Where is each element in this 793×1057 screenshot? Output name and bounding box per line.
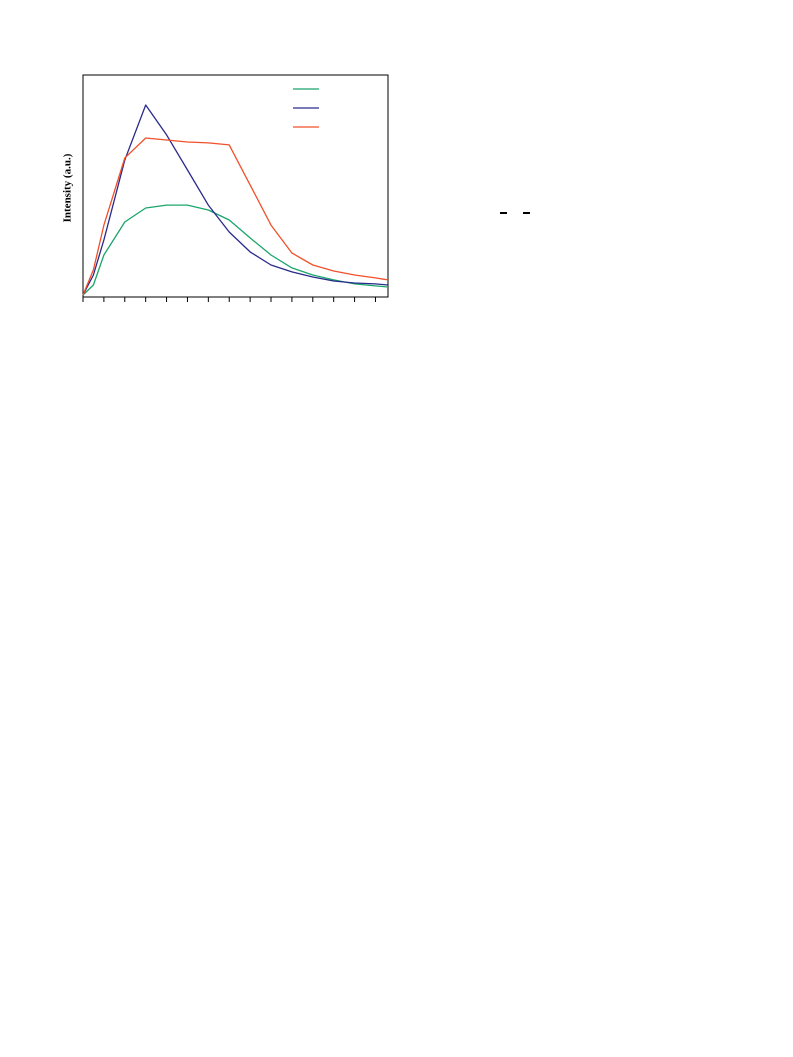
series-line <box>82 137 389 296</box>
y-axis-label: Intensity (a.u.) <box>62 153 74 222</box>
dash <box>523 212 530 214</box>
series-line <box>82 104 389 296</box>
dash <box>500 212 507 214</box>
plot-frame <box>82 74 389 298</box>
